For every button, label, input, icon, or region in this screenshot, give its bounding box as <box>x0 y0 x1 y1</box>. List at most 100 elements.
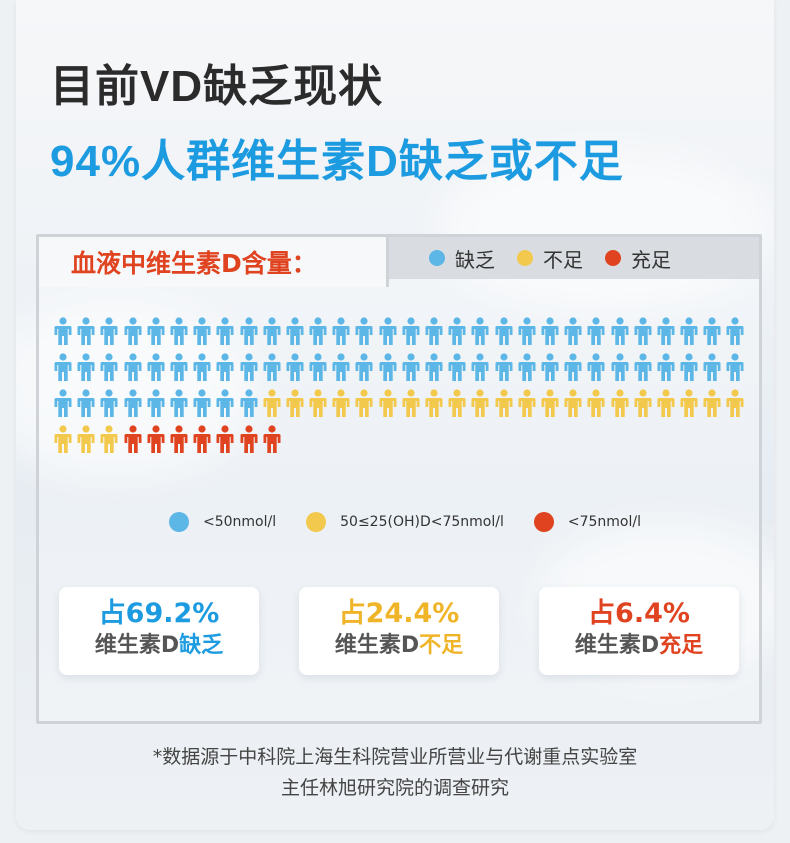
person-icon-deficient <box>263 317 281 345</box>
range-legend: <50nmol/l 50≤25(OH)D<75nmol/l <75nmol/l <box>169 512 641 532</box>
person-icon-deficient <box>425 317 443 345</box>
panel-heading: 血液中维生素D含量： <box>39 237 389 287</box>
person-icon-insufficient <box>634 389 652 417</box>
person-icon-deficient <box>216 317 234 345</box>
person-icon-deficient <box>216 389 234 417</box>
stat-desc-prefix: 维生素D <box>574 633 660 658</box>
infographic-page: 目前VD缺乏现状 94%人群维生素D缺乏或不足 血液中维生素D含量： 缺乏 不足… <box>16 0 774 830</box>
legend-dot-blue <box>429 250 445 266</box>
person-icon-deficient <box>587 353 605 381</box>
person-icon-deficient <box>193 389 211 417</box>
person-icon-deficient <box>703 317 721 345</box>
person-icon-insufficient <box>448 389 466 417</box>
stat-desc-highlight: 不足 <box>419 633 464 658</box>
person-icon-deficient <box>147 389 165 417</box>
range-label-mid: 50≤25(OH)D<75nmol/l <box>340 514 504 530</box>
person-icon-deficient <box>355 353 373 381</box>
legend-dot-red <box>605 250 621 266</box>
person-icon-deficient <box>657 353 675 381</box>
footnote-line-2: 主任林旭研究院的调查研究 <box>280 777 509 799</box>
person-icon-insufficient <box>703 389 721 417</box>
person-icon-deficient <box>100 353 118 381</box>
person-icon-sufficient <box>124 425 142 453</box>
person-icon-deficient <box>471 353 489 381</box>
person-icon-deficient <box>332 353 350 381</box>
range-dot-red <box>533 512 554 532</box>
person-icon-deficient <box>495 353 513 381</box>
person-icon-deficient <box>332 317 350 345</box>
person-icon-insufficient <box>495 389 513 417</box>
person-icon-deficient <box>147 353 165 381</box>
person-icon-sufficient <box>170 425 188 453</box>
person-icon-deficient <box>216 353 234 381</box>
person-icon-insufficient <box>471 389 489 417</box>
person-icon-deficient <box>425 353 443 381</box>
person-icon-deficient <box>54 317 72 345</box>
person-icon-deficient <box>193 317 211 345</box>
person-icon-deficient <box>263 353 281 381</box>
panel-header: 血液中维生素D含量： 缺乏 不足 充足 <box>39 237 759 287</box>
person-icon-deficient <box>703 353 721 381</box>
person-icon-deficient <box>309 353 327 381</box>
person-icon-deficient <box>240 389 257 417</box>
person-icon-sufficient <box>216 425 234 453</box>
person-icon-deficient <box>170 317 188 345</box>
person-icon-deficient <box>100 389 118 417</box>
person-icon-deficient <box>379 317 397 345</box>
person-icon-insufficient <box>355 389 373 417</box>
range-label-high: <75nmol/l <box>567 514 641 530</box>
stat-desc-insufficient: 维生素D不足 <box>299 631 499 661</box>
person-icon-insufficient <box>402 389 420 417</box>
stat-desc-deficient: 维生素D缺乏 <box>59 631 259 661</box>
person-icon-insufficient <box>379 389 397 417</box>
person-icon-deficient <box>54 389 72 417</box>
legend-label-deficient: 缺乏 <box>455 247 495 272</box>
person-icon-deficient <box>611 317 628 345</box>
person-icon-deficient <box>193 353 211 381</box>
person-icon-deficient <box>518 353 536 381</box>
person-icon-deficient <box>309 317 327 345</box>
person-icon-deficient <box>495 317 513 345</box>
stat-card-sufficient: 占6.4% 维生素D充足 <box>539 587 739 675</box>
range-legend-item-low: <50nmol/l <box>169 512 276 532</box>
person-icon-insufficient <box>77 425 95 453</box>
stat-card-deficient: 占69.2% 维生素D缺乏 <box>59 587 259 675</box>
person-icon-deficient <box>379 353 397 381</box>
range-dot-yellow <box>306 512 327 532</box>
stat-card-insufficient: 占24.4% 维生素D不足 <box>299 587 499 675</box>
person-icon-deficient <box>124 389 142 417</box>
person-icon-deficient <box>286 317 304 345</box>
stat-percent-sufficient: 占6.4% <box>588 598 690 629</box>
person-icon-insufficient <box>541 389 559 417</box>
person-icon-deficient <box>726 353 744 381</box>
stat-desc-prefix: 维生素D <box>94 633 180 658</box>
footnote-line-1: *数据源于中科院上海生科院营业所营业与代谢重点实验室 <box>152 746 638 768</box>
person-icon-deficient <box>54 353 72 381</box>
person-icon-deficient <box>634 353 652 381</box>
person-icon-deficient <box>726 317 744 345</box>
person-icon-insufficient <box>587 389 605 417</box>
person-icon-deficient <box>170 353 188 381</box>
person-icon-deficient <box>518 317 536 345</box>
page-subtitle: 94%人群维生素D缺乏或不足 <box>50 137 624 186</box>
legend-label-sufficient: 充足 <box>631 247 671 272</box>
chart-panel: 血液中维生素D含量： 缺乏 不足 充足 <50nmol/ <box>36 234 762 724</box>
person-icon-deficient <box>77 353 95 381</box>
stat-desc-highlight: 充足 <box>659 633 704 658</box>
person-icon-sufficient <box>240 425 257 453</box>
person-icon-deficient <box>541 353 559 381</box>
person-icon-deficient <box>355 317 373 345</box>
person-icon-insufficient <box>309 389 327 417</box>
person-icon-deficient <box>587 317 605 345</box>
page-title: 目前VD缺乏现状 <box>50 62 384 111</box>
person-icon-deficient <box>634 317 652 345</box>
person-icon-deficient <box>471 317 489 345</box>
category-legend: 缺乏 不足 充足 <box>389 237 759 279</box>
stat-desc-prefix: 维生素D <box>334 633 420 658</box>
people-icon-grid <box>53 317 753 461</box>
legend-item-deficient: 缺乏 <box>429 244 495 273</box>
person-icon-insufficient <box>564 389 582 417</box>
person-icon-deficient <box>240 317 257 345</box>
person-icon-deficient <box>124 317 142 345</box>
person-icon-insufficient <box>332 389 350 417</box>
